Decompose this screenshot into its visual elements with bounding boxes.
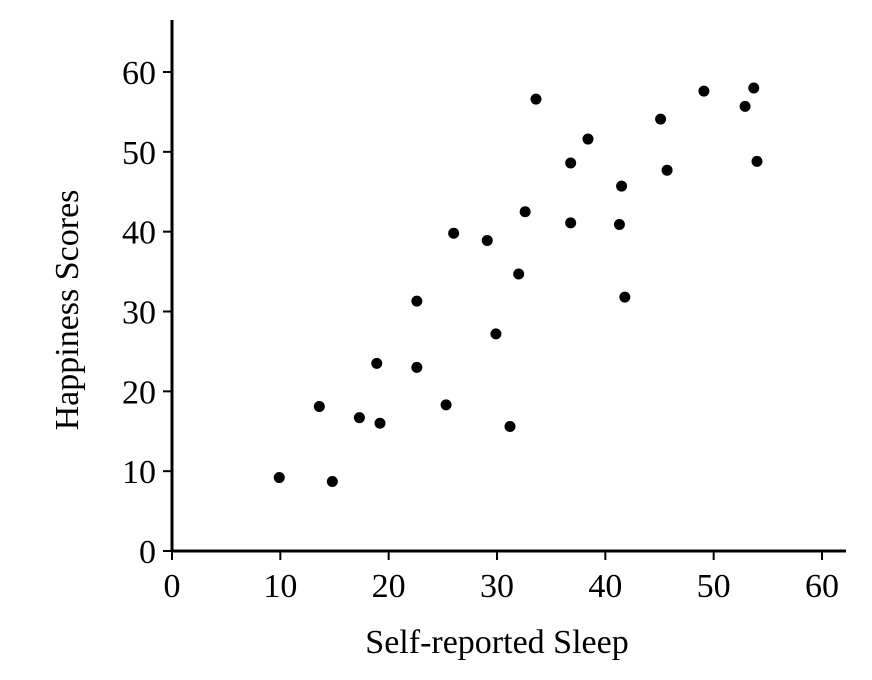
y-tick-label: 40 xyxy=(122,215,156,252)
y-ticks: 0 10 20 30 40 50 60 xyxy=(122,55,172,571)
data-point xyxy=(565,157,577,169)
x-axis-title: Self-reported Sleep xyxy=(365,624,628,661)
data-point xyxy=(616,180,628,192)
x-tick-label: 60 xyxy=(805,568,839,605)
data-point xyxy=(326,476,338,488)
x-tick-label: 0 xyxy=(164,568,181,605)
data-point xyxy=(353,412,365,424)
axes xyxy=(170,20,846,553)
data-point xyxy=(490,328,502,340)
y-tick-label: 50 xyxy=(122,135,156,172)
x-tick-label: 10 xyxy=(263,568,297,605)
data-point xyxy=(374,417,386,429)
y-tick-label: 0 xyxy=(139,534,156,571)
data-point xyxy=(273,472,285,484)
y-tick-label: 20 xyxy=(122,374,156,411)
data-point xyxy=(565,217,577,229)
data-points xyxy=(273,82,763,488)
data-point xyxy=(698,85,710,97)
data-point xyxy=(661,164,673,176)
y-tick-label: 30 xyxy=(122,295,156,332)
data-point xyxy=(440,399,452,411)
data-point xyxy=(411,295,423,307)
data-point xyxy=(519,206,531,218)
data-point xyxy=(619,291,631,303)
y-tick-label: 10 xyxy=(122,454,156,491)
x-tick-label: 50 xyxy=(697,568,731,605)
data-point xyxy=(739,100,751,112)
data-point xyxy=(655,113,667,125)
x-ticks: 0 10 20 30 40 50 60 xyxy=(164,551,839,605)
x-tick-label: 30 xyxy=(480,568,514,605)
data-point xyxy=(613,218,625,230)
x-tick-label: 20 xyxy=(372,568,406,605)
data-point xyxy=(313,401,325,413)
data-point xyxy=(748,82,760,94)
data-point xyxy=(504,420,516,432)
data-point xyxy=(530,93,542,105)
data-point xyxy=(751,155,763,167)
data-point xyxy=(371,357,383,369)
data-point xyxy=(582,133,594,145)
data-point xyxy=(481,234,493,246)
x-tick-label: 40 xyxy=(588,568,622,605)
y-tick-label: 60 xyxy=(122,55,156,92)
data-point xyxy=(513,268,525,280)
y-axis-title: Happiness Scores xyxy=(49,190,86,431)
data-point xyxy=(448,227,460,239)
data-point xyxy=(411,361,423,373)
